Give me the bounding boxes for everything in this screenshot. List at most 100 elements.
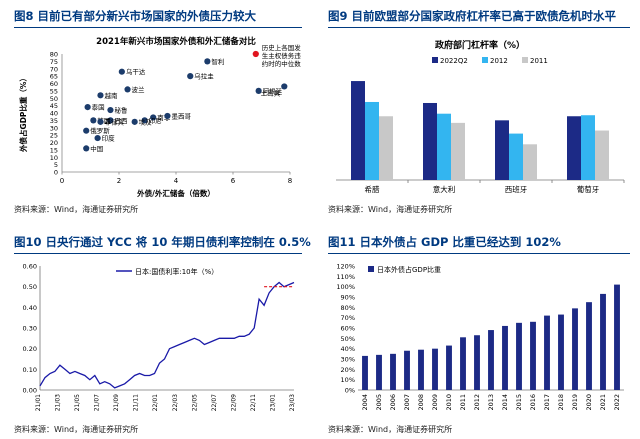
scatter-point [107, 106, 114, 114]
y-tick-label: 40% [341, 345, 355, 353]
bar [362, 355, 368, 390]
y-tick-label: 65 [50, 73, 58, 81]
bar [379, 116, 393, 180]
x-tick-label: 葡萄牙 [577, 184, 600, 194]
scatter-point [83, 145, 90, 152]
y-tick-label: 80% [341, 304, 355, 312]
legend-label: 日本:国债利率:10年（%） [135, 267, 218, 276]
legend-label: 2011 [530, 57, 548, 65]
y-tick-label: 30% [341, 356, 355, 364]
legend-label: 2012 [490, 57, 508, 65]
x-tick-label: 22/01 [152, 394, 159, 411]
point-label: 印尼 [149, 117, 162, 125]
y-tick-label: 70 [50, 65, 58, 73]
y-tick-label: 5 [54, 161, 58, 169]
bar [523, 144, 537, 180]
series-line-jgb10y [39, 281, 295, 389]
point-label: 巴西 [114, 117, 128, 125]
point-label: 秘鲁 [114, 106, 127, 115]
y-tick-label: 20% [341, 366, 355, 374]
x-tick-label: 22/03 [172, 394, 179, 411]
scatter-point [118, 68, 125, 75]
figure-11-panel: 图11 日本外债占 GDP 比重已经达到 102% 0% 10% 20% 30% 40%… [328, 232, 630, 437]
point-label: 阿根廷 [263, 86, 283, 95]
y-tick-label: 10 [50, 154, 58, 162]
x-tick-label: 6 [231, 177, 236, 185]
x-tick-label: 21/07 [94, 394, 101, 411]
figure-11-bar-chart: 0% 10% 20% 30% 40% 50% 60% 70% 80% 90% 100% 110% 120… [336, 263, 624, 411]
figure-10-rule [14, 253, 302, 254]
x-tick-label: 2014 [501, 394, 509, 411]
x-tick-label: 22/07 [211, 394, 218, 411]
bar [595, 130, 609, 180]
x-tick-label: 意大利 [433, 184, 456, 194]
figure-11-title: 图11 日本外债占 GDP 比重已经达到 102% [328, 235, 561, 249]
scatter-point [252, 50, 259, 58]
bar [586, 302, 592, 390]
scatter-point [281, 83, 288, 90]
x-tick-label: 2015 [515, 394, 523, 411]
bar [365, 101, 379, 180]
point-label: 乌拉圭 [194, 72, 214, 81]
x-tick-label: 2007 [403, 394, 411, 411]
x-tick-label: 22/05 [191, 394, 198, 411]
scatter-point [97, 92, 104, 99]
x-tick-label: 2016 [529, 394, 537, 411]
x-tick-label: 21/03 [55, 394, 62, 411]
legend-label: 日本外债占GDP比重 [377, 265, 441, 274]
y-tick-label: 0.60 [23, 263, 37, 271]
figure-8-scatter: 2021年新兴市场国家外债和外汇储备对比05101520253035404550… [18, 36, 301, 198]
scatter-point [141, 117, 148, 124]
x-tick-label: 23/03 [289, 394, 296, 411]
x-tick-label: 2021 [599, 394, 607, 411]
legend-swatch [482, 57, 488, 63]
x-tick-label: 2005 [375, 394, 383, 411]
y-tick-label: 0.50 [23, 283, 37, 291]
bar [446, 345, 452, 390]
x-tick-label: 2 [117, 177, 121, 185]
scatter-point [94, 134, 101, 142]
point-label: 印度 [102, 134, 116, 143]
y-tick-label: 50% [341, 335, 355, 343]
point-label: 泰国 [92, 103, 105, 112]
x-tick-label: 2020 [585, 394, 593, 411]
y-tick-label: 60 [50, 80, 58, 88]
legend-swatch [522, 57, 528, 63]
figure-11-source: 资料来源：Wind，海通证券研究所 [328, 425, 453, 434]
y-tick-label: 60% [341, 325, 355, 333]
x-tick-label: 2019 [571, 394, 579, 411]
bar [516, 322, 522, 390]
x-tick-label: 希腊 [365, 184, 380, 194]
figure-9-panel: 图9 目前欧盟部分国家政府杠杆率已高于欧债危机时水平 政府部门杠杆率（%） 202… [328, 6, 630, 216]
bar [600, 293, 606, 390]
bar [423, 102, 437, 180]
y-tick-label: 55 [50, 87, 58, 95]
scatter-point [255, 87, 262, 94]
figure-10-line-chart: 0.00 0.10 0.20 0.30 0.40 0.50 0.60 21/01 21/03 21… [23, 263, 296, 412]
scatter-point [131, 118, 138, 125]
legend-swatch [432, 57, 438, 63]
bar [544, 315, 550, 390]
bar [451, 122, 465, 180]
y-tick-label: 15 [50, 146, 58, 154]
bar [432, 348, 438, 390]
point-label: 菲律宾 [104, 117, 124, 126]
y-tick-label: 35 [50, 117, 58, 125]
point-label: 墨西哥 [171, 112, 191, 120]
x-tick-label: 21/11 [133, 394, 140, 411]
x-tick-label: 2011 [459, 394, 467, 411]
y-tick-label: 100% [336, 283, 355, 291]
point-label: 中国 [90, 144, 103, 153]
figure-10-title: 图10 日央行通过 YCC 将 10 年期日债利率控制在 0.5% [14, 235, 311, 249]
x-tick-label: 2008 [417, 394, 425, 411]
scatter-point [150, 114, 157, 121]
point-label: 智利 [211, 57, 224, 66]
bar [474, 335, 480, 390]
y-tick-label: 50 [50, 95, 58, 103]
point-label: 波兰 [132, 85, 146, 94]
y-tick-label: 0.30 [23, 325, 37, 333]
x-tick-label: 2009 [431, 394, 439, 411]
y-tick-label: 0 [54, 169, 58, 177]
y-tick-label: 25 [50, 132, 58, 140]
